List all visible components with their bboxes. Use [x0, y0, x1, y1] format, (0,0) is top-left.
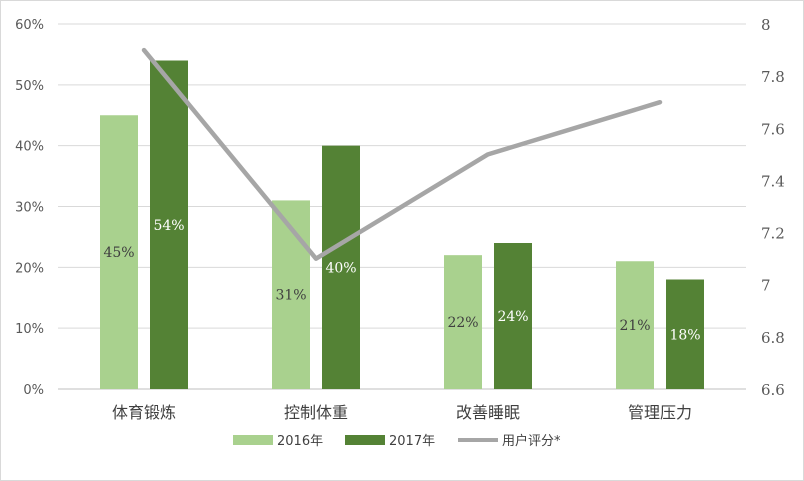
bar-2017: [494, 243, 532, 389]
category-label: 体育锻炼: [112, 403, 176, 422]
bar-data-label: 24%: [497, 309, 528, 325]
right-tick-label: 7: [761, 277, 771, 295]
bar-2016: [444, 255, 482, 389]
right-axis-ticks: 6.6 6.8 7 7.2 7.4 7.6 7.8 8: [761, 16, 785, 399]
legend-label: 用户评分*: [502, 433, 561, 449]
legend-swatch: [345, 435, 385, 445]
left-tick-label: 50%: [15, 79, 44, 94]
left-tick-label: 0%: [23, 383, 44, 398]
legend-label: 2016年: [277, 434, 323, 449]
bar-data-label: 18%: [669, 327, 700, 343]
bar-data-label: 21%: [619, 318, 650, 334]
right-tick-label: 7.8: [761, 68, 785, 86]
left-axis-ticks: 0% 10% 20% 30% 40% 50% 60%: [15, 18, 44, 398]
bar-data-label: 54%: [153, 218, 184, 234]
bar-data-labels: 45% 54% 31% 40% 22% 24% 21% 18%: [103, 218, 700, 344]
category-label: 控制体重: [284, 403, 348, 422]
left-tick-label: 30%: [15, 201, 44, 216]
category-label: 管理压力: [628, 403, 692, 422]
right-tick-label: 7.6: [761, 120, 785, 138]
right-tick-label: 6.8: [761, 329, 785, 347]
left-tick-label: 20%: [15, 261, 44, 276]
rating-line: [141, 47, 663, 261]
bar-2017: [666, 279, 704, 389]
category-labels: 体育锻炼 控制体重 改善睡眠 管理压力: [112, 403, 692, 422]
right-tick-label: 7.2: [761, 225, 785, 243]
category-label: 改善睡眠: [456, 403, 520, 422]
bar-2016: [616, 261, 654, 389]
right-tick-label: 6.6: [761, 381, 785, 399]
legend-swatch: [233, 435, 273, 445]
bar-2017: [150, 60, 188, 389]
left-tick-label: 10%: [15, 322, 44, 337]
bar-data-label: 40%: [325, 260, 356, 276]
left-tick-label: 60%: [15, 18, 44, 33]
rating-line-layer: [141, 47, 663, 261]
left-tick-label: 40%: [15, 140, 44, 155]
bar-2016: [100, 115, 138, 389]
bar-data-label: 22%: [447, 315, 478, 331]
legend: 2016年 2017年 用户评分*: [233, 433, 561, 449]
legend-label: 2017年: [389, 434, 435, 449]
bar-data-label: 31%: [275, 288, 306, 304]
bar-data-label: 45%: [103, 245, 134, 261]
right-tick-label: 7.4: [761, 172, 785, 190]
right-tick-label: 8: [761, 16, 771, 34]
bar-2017: [322, 145, 360, 389]
bars: [100, 60, 704, 389]
